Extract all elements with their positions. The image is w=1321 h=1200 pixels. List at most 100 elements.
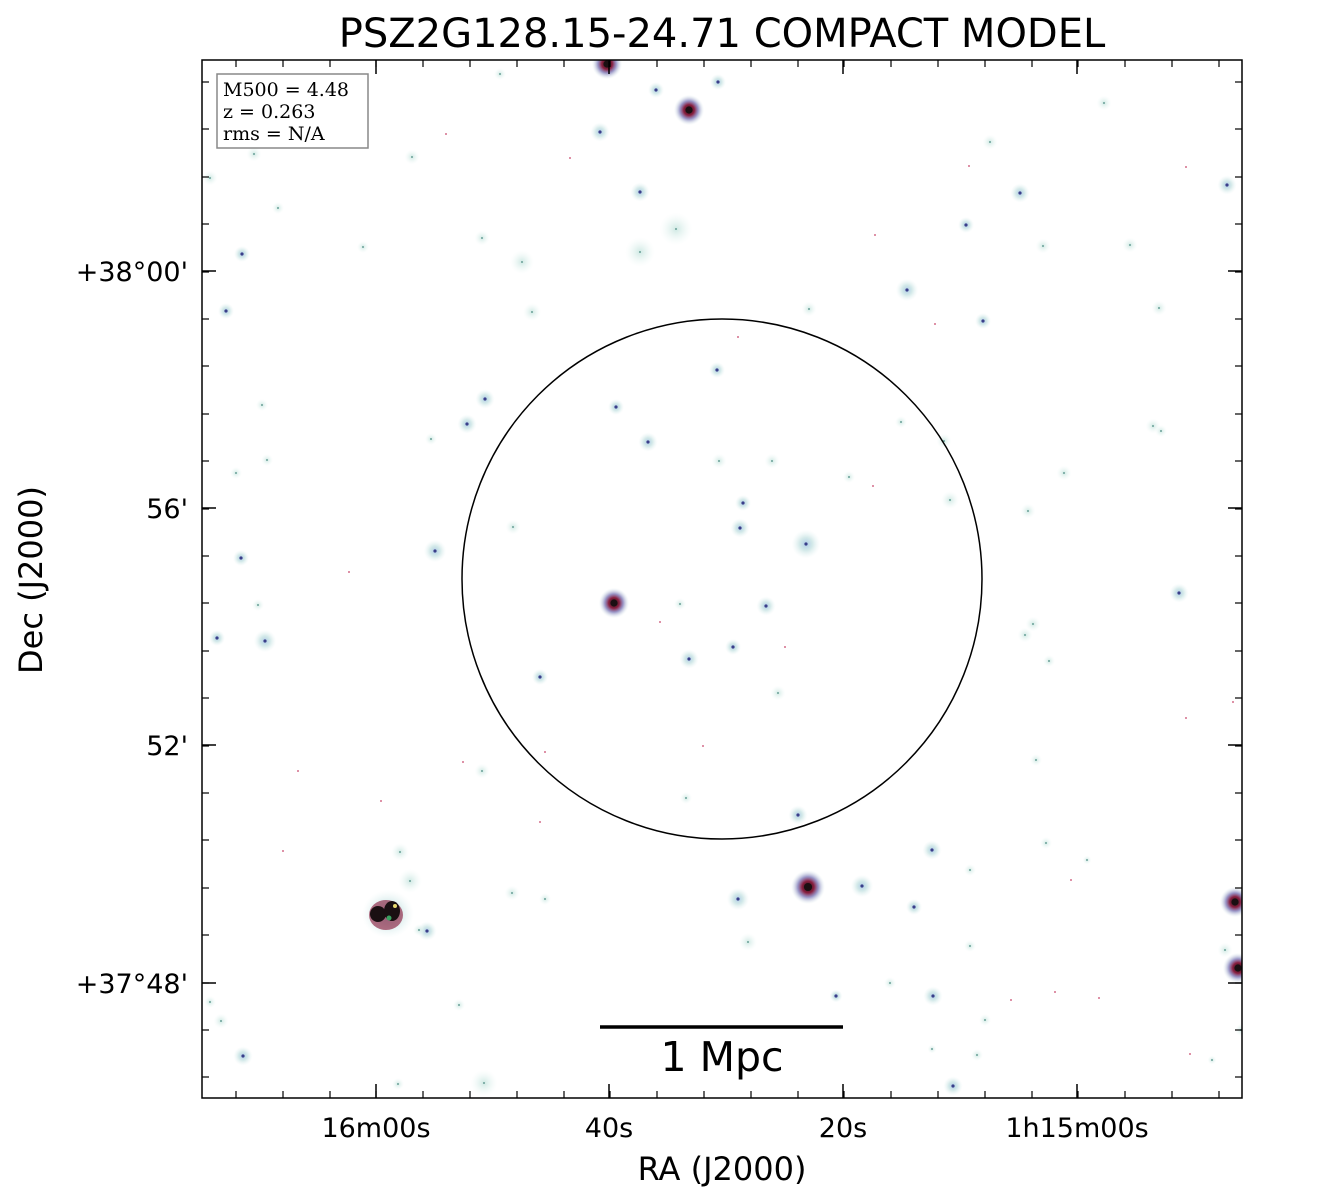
- faint-source-core: [458, 1004, 460, 1006]
- source-core: [905, 288, 909, 292]
- source-core: [687, 657, 691, 661]
- y-tick-label: 52': [146, 731, 188, 762]
- info-box: M500 = 4.48 z = 0.263 rms = N/A: [216, 73, 369, 149]
- x-tick-label: 16m00s: [321, 1113, 430, 1144]
- faint-source-core: [499, 73, 501, 75]
- faint-source-core: [209, 1001, 211, 1003]
- faint-source-core: [512, 526, 514, 528]
- aperture-circle: [461, 318, 983, 840]
- source-core: [263, 639, 267, 643]
- faint-source-core: [777, 692, 779, 694]
- faint-source-core: [639, 251, 641, 253]
- source-core: [1177, 591, 1181, 595]
- bright-source-core: [1234, 964, 1242, 972]
- noise-speck: [462, 761, 464, 763]
- noise-speck: [380, 800, 382, 802]
- faint-source-core: [481, 770, 483, 772]
- source-core: [796, 813, 800, 817]
- noise-speck: [784, 646, 786, 648]
- faint-source-core: [1035, 759, 1037, 761]
- source-core: [951, 1084, 955, 1088]
- extended-source-core: [370, 906, 386, 922]
- faint-source-core: [747, 941, 749, 943]
- faint-source-core: [362, 246, 364, 248]
- faint-source-core: [277, 207, 279, 209]
- plot-area: [202, 60, 1242, 1098]
- faint-source-core: [235, 472, 237, 474]
- faint-source-core: [1224, 949, 1226, 951]
- faint-source-core: [409, 880, 411, 882]
- info-mass: M500 = 4.48: [223, 79, 349, 101]
- faint-source-core: [984, 1019, 986, 1021]
- source-core: [1225, 183, 1229, 187]
- info-box-frame: [216, 73, 369, 149]
- x-tick-label: 20s: [819, 1113, 867, 1144]
- faint-source-core: [511, 892, 513, 894]
- faint-source-core: [1158, 307, 1160, 309]
- noise-speck: [1070, 879, 1072, 881]
- noise-speck: [569, 157, 571, 159]
- source-core: [834, 994, 838, 998]
- source-core: [240, 252, 244, 256]
- source-core: [425, 929, 429, 933]
- faint-source-core: [1211, 1059, 1213, 1061]
- faint-source-core: [397, 1083, 399, 1085]
- faint-source-core: [261, 404, 263, 406]
- y-tick-label: +38°00': [76, 257, 188, 288]
- noise-speck: [872, 485, 874, 487]
- y-axis-label: Dec (J2000): [12, 486, 50, 674]
- faint-source-core: [771, 460, 773, 462]
- faint-source-core: [1024, 634, 1026, 636]
- faint-source-core: [481, 237, 483, 239]
- faint-source-core: [1160, 430, 1162, 432]
- source-core: [738, 526, 742, 530]
- source-core: [465, 422, 469, 426]
- source-core: [241, 1054, 245, 1058]
- source-core: [804, 542, 808, 546]
- extended-source-knot: [393, 904, 397, 908]
- source-core: [483, 397, 487, 401]
- faint-source-core: [718, 460, 720, 462]
- bright-source-core: [1231, 898, 1239, 906]
- noise-speck: [297, 770, 299, 772]
- faint-source-core: [1032, 623, 1034, 625]
- source-core: [638, 190, 642, 194]
- faint-source-core: [521, 261, 523, 263]
- faint-source-core: [848, 476, 850, 478]
- noise-speck: [348, 571, 350, 573]
- noise-speck: [1232, 701, 1234, 703]
- faint-source-core: [943, 440, 945, 442]
- x-tick-label: 1h15m00s: [1005, 1113, 1148, 1144]
- faint-source-core: [1045, 842, 1047, 844]
- source-core: [614, 405, 618, 409]
- info-redshift: z = 0.263: [223, 101, 315, 123]
- x-tick-label: 40s: [585, 1113, 633, 1144]
- source-core: [736, 897, 740, 901]
- bright-source: [1219, 886, 1242, 918]
- faint-source-core: [900, 421, 902, 423]
- plot-frame: [201, 59, 1243, 1099]
- faint-source-core: [1086, 859, 1088, 861]
- source-core: [646, 440, 650, 444]
- faint-source-core: [675, 228, 677, 230]
- sources-layer: [202, 60, 1242, 1097]
- bright-source-core: [803, 882, 813, 892]
- source-core: [538, 675, 542, 679]
- faint-source-core: [209, 177, 211, 179]
- y-tick-label: +37°48': [76, 969, 188, 1000]
- faint-source-core: [544, 898, 546, 900]
- faint-source-core: [430, 438, 432, 440]
- bright-source-core: [610, 599, 618, 607]
- faint-source-core: [531, 311, 533, 313]
- faint-source-core: [989, 141, 991, 143]
- tick-marks: [202, 60, 1242, 1098]
- faint-source-core: [808, 308, 810, 310]
- noise-speck: [1185, 717, 1187, 719]
- bright-source: [591, 60, 623, 80]
- source-core: [215, 636, 219, 640]
- noise-speck: [874, 234, 876, 236]
- faint-source-core: [1103, 102, 1105, 104]
- faint-source-core: [1027, 510, 1029, 512]
- scale-bar-label: 1 Mpc: [660, 1033, 783, 1081]
